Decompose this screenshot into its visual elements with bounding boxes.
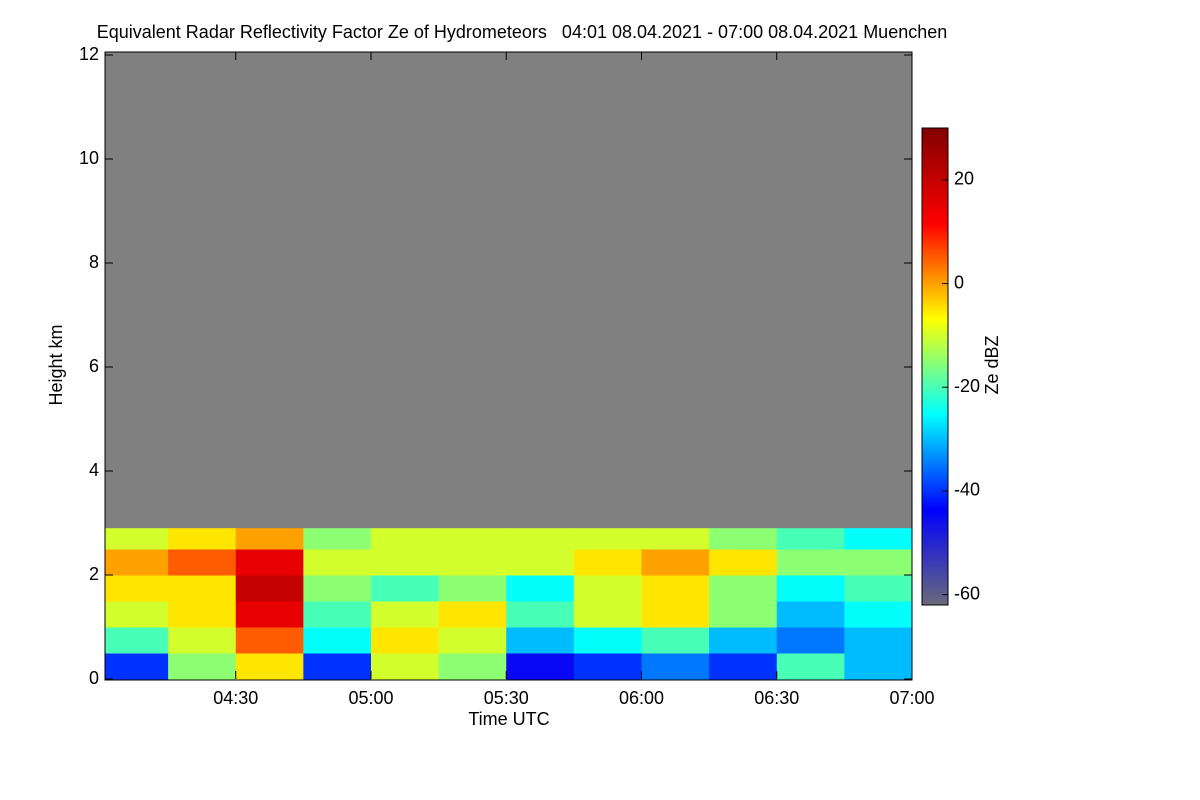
heatmap-cell: [641, 528, 710, 550]
y-tick-label: 2: [89, 564, 99, 584]
heatmap-cell: [105, 627, 169, 654]
heatmap-cell: [573, 653, 642, 680]
x-tick-label: 04:30: [213, 688, 258, 708]
heatmap-cell: [168, 528, 237, 550]
heatmap-cell: [168, 627, 237, 654]
heatmap-cell: [641, 601, 710, 628]
heatmap-cell: [709, 549, 778, 576]
heatmap-cell: [506, 549, 575, 576]
heatmap-cell: [506, 575, 575, 602]
x-tick-label: 07:00: [889, 688, 934, 708]
y-tick-label: 6: [89, 356, 99, 376]
heatmap-cell: [709, 575, 778, 602]
heatmap-cell: [641, 627, 710, 654]
heatmap-cell: [844, 528, 913, 550]
heatmap-cell: [370, 627, 440, 654]
colorbar-tick-label: 0: [954, 272, 964, 292]
heatmap-cell: [776, 627, 845, 654]
y-tick-label: 4: [89, 460, 99, 480]
heatmap-cell: [709, 653, 778, 680]
y-tick-label: 12: [79, 44, 99, 64]
heatmap-cell: [709, 601, 778, 628]
heatmap-cell: [506, 627, 575, 654]
heatmap-cell: [168, 549, 237, 576]
heatmap-cell: [370, 549, 440, 576]
y-axis-label: Height km: [46, 324, 66, 405]
heatmap-cell: [573, 601, 642, 628]
heatmap-cell: [303, 653, 372, 680]
colorbar-tick-label: -20: [954, 376, 980, 396]
heatmap-cell: [370, 575, 440, 602]
heatmap-cell: [438, 575, 507, 602]
heatmap-cell: [105, 575, 169, 602]
heatmap-cell: [641, 549, 710, 576]
heatmap-cell: [776, 549, 845, 576]
heatmap-cell: [235, 549, 304, 576]
x-tick-label: 05:30: [484, 688, 529, 708]
heatmap-cell: [438, 653, 507, 680]
heatmap-cell: [573, 627, 642, 654]
colorbar: [921, 127, 949, 606]
y-tick-label: 8: [89, 252, 99, 272]
heatmap-cell: [370, 528, 440, 550]
heatmap-cell: [641, 653, 710, 680]
heatmap-cell: [776, 575, 845, 602]
heatmap-cell: [573, 528, 642, 550]
heatmap-cell: [235, 601, 304, 628]
heatmap-cell: [506, 601, 575, 628]
heatmap-cell: [105, 601, 169, 628]
heatmap-cell: [709, 528, 778, 550]
heatmap-cell: [370, 653, 440, 680]
heatmap-cell: [235, 653, 304, 680]
heatmap-cell: [844, 601, 913, 628]
heatmap-cell: [438, 528, 507, 550]
heatmap-cell: [844, 575, 913, 602]
y-tick-label: 0: [89, 668, 99, 688]
heatmap-cell: [641, 575, 710, 602]
heatmap-cell: [438, 601, 507, 628]
heatmap-cell: [844, 627, 913, 654]
heatmap-cell: [235, 627, 304, 654]
heatmap-cell: [776, 653, 845, 680]
chart-title: Equivalent Radar Reflectivity Factor Ze …: [97, 22, 948, 42]
heatmap-cell: [506, 528, 575, 550]
heatmap-cell: [776, 601, 845, 628]
heatmap-cell: [168, 575, 237, 602]
colorbar-tick-label: -60: [954, 583, 980, 603]
heatmap-cell: [235, 575, 304, 602]
heatmap-cell: [168, 653, 237, 680]
heatmap-cell: [573, 549, 642, 576]
colorbar-tick-label: 20: [954, 169, 974, 189]
heatmap-cell: [844, 549, 913, 576]
x-axis-label: Time UTC: [468, 709, 549, 729]
x-tick-label: 05:00: [348, 688, 393, 708]
heatmap-cell: [844, 653, 913, 680]
heatmap-cell: [105, 549, 169, 576]
x-tick-label: 06:00: [619, 688, 664, 708]
heatmap-cell: [303, 627, 372, 654]
y-tick-label: 10: [79, 148, 99, 168]
heatmap-cell: [438, 549, 507, 576]
heatmap-cell: [438, 627, 507, 654]
heatmap-cell: [506, 653, 575, 680]
heatmap-cell: [370, 601, 440, 628]
heatmap-cell: [776, 528, 845, 550]
colorbar-tick-label: -40: [954, 480, 980, 500]
heatmap-cell: [709, 627, 778, 654]
plot-frame: [104, 51, 913, 681]
heatmap-cell: [105, 528, 169, 550]
heatmap-cell: [303, 601, 372, 628]
x-tick-label: 06:30: [754, 688, 799, 708]
heatmap-cell: [303, 575, 372, 602]
heatmap-cell: [168, 601, 237, 628]
heatmap-cell: [105, 653, 169, 680]
heatmap-cell: [573, 575, 642, 602]
heatmap-cell: [235, 528, 304, 550]
colorbar-label: Ze dBZ: [982, 335, 1002, 394]
heatmap-cell: [303, 549, 372, 576]
heatmap-cell: [303, 528, 372, 550]
